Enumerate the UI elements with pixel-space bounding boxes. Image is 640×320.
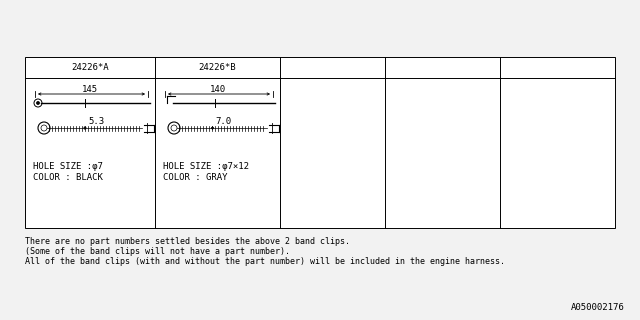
Text: HOLE SIZE :φ7×12: HOLE SIZE :φ7×12 [163, 162, 249, 171]
Text: 140: 140 [209, 84, 225, 93]
Text: A050002176: A050002176 [572, 303, 625, 312]
Text: 24226*A: 24226*A [71, 63, 109, 72]
Circle shape [36, 102, 39, 104]
Text: COLOR : BLACK: COLOR : BLACK [33, 173, 103, 182]
Text: COLOR : GRAY: COLOR : GRAY [163, 173, 227, 182]
Text: (Some of the band clips will not have a part number).: (Some of the band clips will not have a … [25, 247, 290, 256]
Text: 5.3: 5.3 [88, 116, 104, 125]
Text: HOLE SIZE :φ7: HOLE SIZE :φ7 [33, 162, 103, 171]
Text: 7.0: 7.0 [216, 116, 232, 125]
Text: There are no part numbers settled besides the above 2 band clips.: There are no part numbers settled beside… [25, 237, 350, 246]
Text: All of the band clips (with and without the part number) will be included in the: All of the band clips (with and without … [25, 257, 505, 266]
Bar [25, 57, 615, 228]
Text: 24226*B: 24226*B [198, 63, 236, 72]
Text: 145: 145 [82, 84, 98, 93]
